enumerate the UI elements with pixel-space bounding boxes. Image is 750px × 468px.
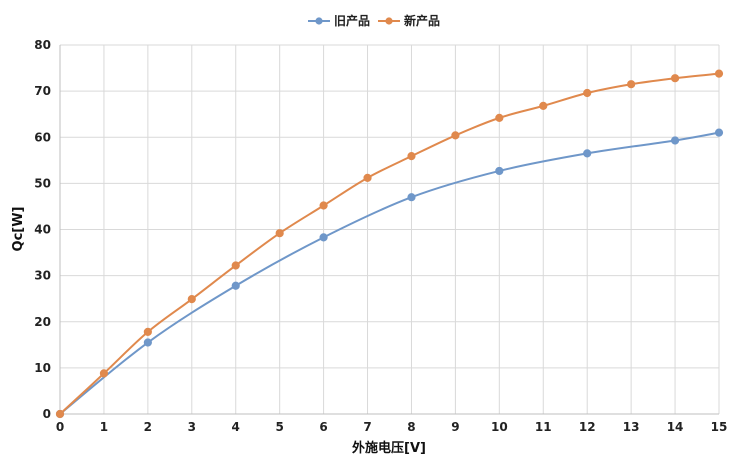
x-tick-label: 4 <box>232 420 240 434</box>
x-tick-label: 14 <box>667 420 684 434</box>
legend-label: 新产品 <box>404 13 440 28</box>
data-point <box>143 338 152 347</box>
legend-item-1: 旧产品 <box>308 13 370 28</box>
y-tick-label: 20 <box>34 315 51 329</box>
x-tick-label: 12 <box>579 420 596 434</box>
y-tick-label: 0 <box>43 407 51 421</box>
data-point <box>407 193 416 202</box>
series-1 <box>55 128 724 419</box>
y-tick-label: 60 <box>34 130 51 144</box>
y-tick-label: 10 <box>34 361 51 375</box>
y-tick-label: 80 <box>34 38 51 52</box>
x-tick-label: 5 <box>275 420 283 434</box>
data-point <box>55 409 65 419</box>
data-point <box>319 201 328 210</box>
x-tick-label: 2 <box>144 420 152 434</box>
data-point <box>231 261 240 270</box>
x-tick-label: 3 <box>188 420 196 434</box>
x-tick-label: 15 <box>711 420 728 434</box>
data-point <box>714 128 724 137</box>
grid <box>59 44 720 415</box>
y-tick-label: 30 <box>34 269 51 283</box>
data-point <box>231 281 240 290</box>
legend-swatch-marker <box>385 17 393 25</box>
data-point <box>714 69 724 78</box>
data-point <box>187 295 196 304</box>
x-tick-label: 7 <box>363 420 371 434</box>
y-tick-label: 40 <box>34 223 51 237</box>
data-point <box>275 229 284 238</box>
data-point <box>670 74 680 83</box>
data-point <box>495 113 504 122</box>
x-tick-label: 8 <box>407 420 415 434</box>
data-point <box>143 327 152 336</box>
data-point <box>627 80 636 89</box>
data-point <box>670 136 680 145</box>
data-point <box>319 233 328 242</box>
series-layer <box>55 69 724 419</box>
data-point <box>407 152 416 161</box>
data-point <box>495 166 504 176</box>
series-2 <box>55 69 724 419</box>
series-line <box>59 131 720 415</box>
legend-label: 旧产品 <box>334 13 370 28</box>
y-tick-label: 50 <box>34 176 51 190</box>
x-tick-label: 9 <box>451 420 459 434</box>
legend-swatch-marker <box>315 17 323 25</box>
data-point <box>451 131 460 140</box>
data-point <box>583 149 592 158</box>
x-axis-title: 外施电压[V] <box>351 440 426 456</box>
x-tick-label: 10 <box>491 420 508 434</box>
y-tick-label: 70 <box>34 84 51 98</box>
x-tick-label: 6 <box>319 420 327 434</box>
series-line <box>59 72 720 415</box>
data-point <box>583 88 592 98</box>
data-point <box>99 369 109 378</box>
x-tick-label: 13 <box>623 420 640 434</box>
data-point <box>539 101 548 110</box>
x-tick-label: 11 <box>535 420 552 434</box>
legend-item-2: 新产品 <box>378 13 440 28</box>
legend: 旧产品 新产品 <box>308 13 440 28</box>
x-tick-label: 0 <box>56 420 64 434</box>
y-axis-title: Qc[W] <box>11 207 26 252</box>
data-point <box>363 173 372 182</box>
x-tick-label: 1 <box>100 420 108 434</box>
